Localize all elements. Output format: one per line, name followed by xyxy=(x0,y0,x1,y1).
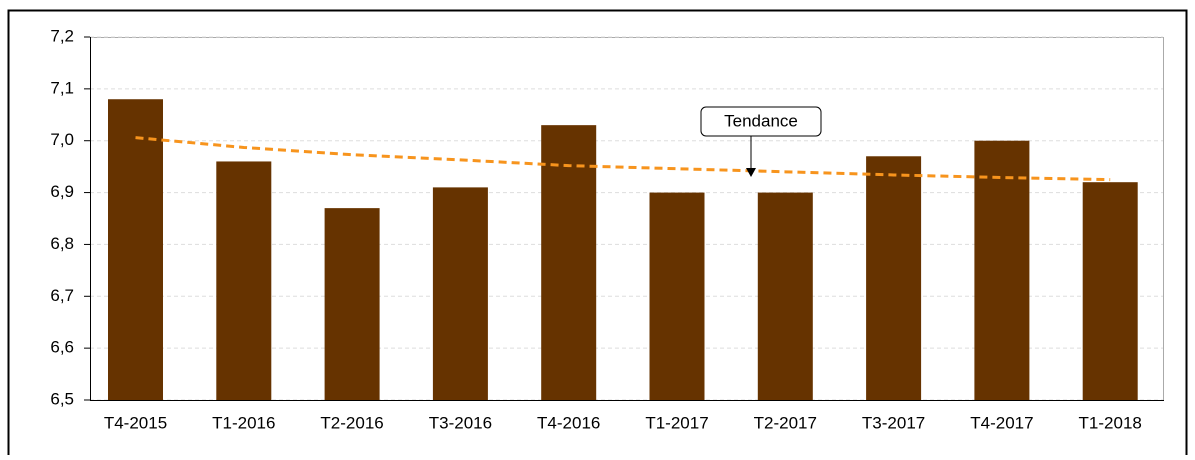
annotation: Tendance xyxy=(724,111,798,130)
y-tick-label: 7,2 xyxy=(50,26,74,45)
bar xyxy=(866,156,922,400)
y-tick-label: 6,7 xyxy=(50,286,74,305)
y-tick-label: 7,0 xyxy=(50,130,74,149)
bar xyxy=(541,125,597,401)
annotation-arrowhead xyxy=(746,168,756,177)
bar xyxy=(108,99,163,400)
bar xyxy=(649,192,705,400)
chart-frame xyxy=(7,9,1188,460)
y-tick-label: 6,9 xyxy=(50,182,74,201)
x-tick-label: T4-2016 xyxy=(537,413,600,432)
x-tick-label: T2-2017 xyxy=(754,413,817,432)
y-tick-label: 7,1 xyxy=(50,78,74,97)
y-tick-label: 6,5 xyxy=(50,389,74,408)
x-tick-label: T4-2017 xyxy=(970,413,1033,432)
x-tick-label: T1-2018 xyxy=(1079,413,1142,432)
y-tick-label: 6,8 xyxy=(50,234,74,253)
x-tick-label: T4-2015 xyxy=(104,413,167,432)
x-tick-label: T1-2017 xyxy=(645,413,708,432)
annotation-box xyxy=(700,106,822,137)
x-tick-label: T3-2017 xyxy=(862,413,925,432)
x-tick-label: T2-2016 xyxy=(320,413,383,432)
trend-line xyxy=(135,136,1111,182)
bar xyxy=(1082,182,1138,400)
y-tick-label: 6,6 xyxy=(50,338,74,357)
bar xyxy=(216,161,272,400)
bar xyxy=(974,140,1030,400)
bar xyxy=(324,208,380,400)
bar xyxy=(432,187,488,400)
bar xyxy=(757,192,813,400)
x-tick-label: T1-2016 xyxy=(212,413,275,432)
x-tick-label: T3-2016 xyxy=(429,413,492,432)
